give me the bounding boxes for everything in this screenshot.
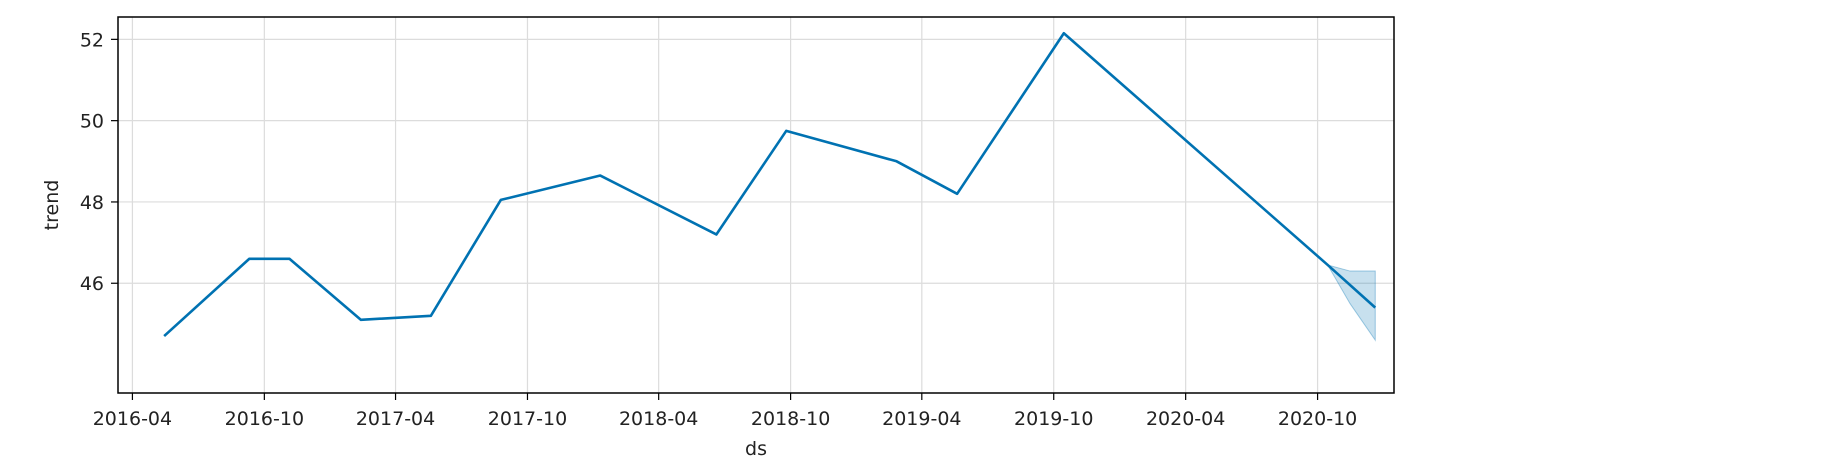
x-axis-ticks: 2016-04 2016-10 2017-04 2017-10 2018-04 2018-…: [93, 393, 1357, 430]
y-tick-label: 50: [80, 111, 104, 133]
x-tick-label: 2020-10: [1278, 408, 1357, 430]
y-axis-ticks: 46 48 50 52: [80, 29, 118, 295]
x-tick-label: 2017-04: [356, 408, 435, 430]
x-tick-label: 2017-10: [488, 408, 567, 430]
uncertainty-band-area: [1326, 264, 1376, 342]
plot-frame: [117, 16, 1395, 394]
y-tick-label: 52: [80, 29, 104, 51]
x-axis-label: ds: [745, 438, 767, 460]
y-axis-label: trend: [41, 180, 63, 231]
x-tick-label: 2019-04: [882, 408, 961, 430]
grid-lines: [118, 17, 1394, 393]
y-tick-label: 48: [80, 192, 104, 214]
uncertainty-band: [1326, 264, 1376, 342]
x-tick-label: 2018-04: [619, 408, 698, 430]
trend-line: [163, 31, 1377, 338]
x-tick-label: 2019-10: [1014, 408, 1093, 430]
x-tick-label: 2020-04: [1146, 408, 1225, 430]
x-tick-label: 2018-10: [751, 408, 830, 430]
trend-series: [163, 31, 1377, 338]
x-tick-label: 2016-10: [225, 408, 304, 430]
x-tick-label: 2016-04: [93, 408, 172, 430]
y-tick-label: 46: [80, 273, 104, 295]
